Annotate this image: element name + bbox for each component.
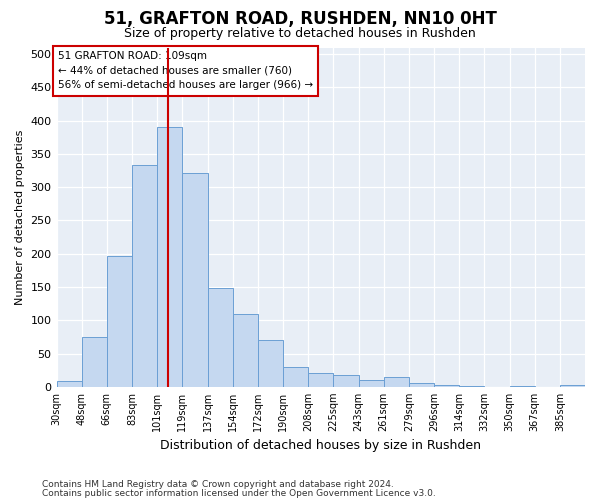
Text: Contains HM Land Registry data © Crown copyright and database right 2024.: Contains HM Land Registry data © Crown c… bbox=[42, 480, 394, 489]
Bar bbox=[107, 256, 132, 387]
Bar bbox=[283, 367, 308, 387]
Text: Contains public sector information licensed under the Open Government Licence v3: Contains public sector information licen… bbox=[42, 489, 436, 498]
Text: 51 GRAFTON ROAD: 109sqm
← 44% of detached houses are smaller (760)
56% of semi-d: 51 GRAFTON ROAD: 109sqm ← 44% of detache… bbox=[58, 51, 313, 90]
Bar bbox=[459, 386, 484, 387]
Bar bbox=[157, 128, 182, 387]
Bar bbox=[509, 386, 535, 387]
Y-axis label: Number of detached properties: Number of detached properties bbox=[15, 130, 25, 305]
Bar bbox=[409, 383, 434, 387]
Bar bbox=[383, 377, 409, 387]
Bar bbox=[434, 385, 459, 387]
Bar bbox=[132, 166, 157, 387]
Bar bbox=[82, 337, 107, 387]
Bar bbox=[560, 386, 585, 387]
X-axis label: Distribution of detached houses by size in Rushden: Distribution of detached houses by size … bbox=[160, 440, 481, 452]
Bar bbox=[359, 380, 383, 387]
Bar bbox=[334, 375, 359, 387]
Bar bbox=[233, 314, 258, 387]
Text: 51, GRAFTON ROAD, RUSHDEN, NN10 0HT: 51, GRAFTON ROAD, RUSHDEN, NN10 0HT bbox=[104, 10, 496, 28]
Text: Size of property relative to detached houses in Rushden: Size of property relative to detached ho… bbox=[124, 28, 476, 40]
Bar bbox=[258, 340, 283, 387]
Bar bbox=[56, 382, 82, 387]
Bar bbox=[208, 288, 233, 387]
Bar bbox=[308, 374, 334, 387]
Bar bbox=[182, 172, 208, 387]
